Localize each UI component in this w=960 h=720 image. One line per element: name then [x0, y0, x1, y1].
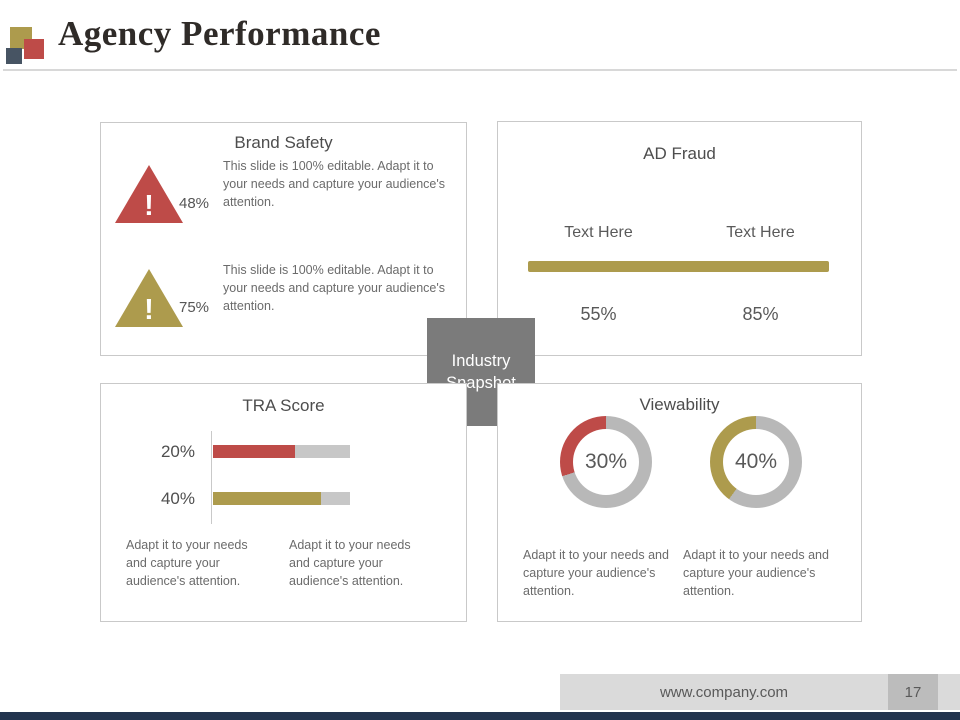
panel-ad-fraud: AD Fraud Text Here Text Here 55% 85% — [497, 121, 862, 356]
ad-fraud-bar — [528, 261, 829, 272]
tra-score-caption: Adapt it to your needs and capture your … — [289, 538, 411, 589]
tra-score-title: TRA Score — [242, 396, 325, 415]
logo-square-red — [24, 39, 44, 59]
brand-safety-text: This slide is 100% editable. Adapt it to… — [223, 263, 445, 314]
warning-triangle-icon: ! — [115, 165, 183, 223]
tra-score-caption: Adapt it to your needs and capture your … — [126, 538, 248, 589]
brand-safety-percent: 75% — [179, 299, 210, 316]
ad-fraud-title: AD Fraud — [643, 144, 716, 163]
exclamation-glyph: ! — [144, 190, 154, 222]
panel-viewability: Viewability 30% 40% Adapt it to your nee… — [497, 383, 862, 622]
ad-fraud-value: 85% — [742, 304, 779, 324]
tra-score-bar-track — [213, 445, 350, 458]
tra-score-bar-label: 40% — [160, 489, 195, 508]
page-number: 17 — [888, 674, 938, 710]
warning-triangle-icon: ! — [115, 269, 183, 327]
tra-score-axis — [211, 431, 212, 524]
footer-url: www.company.com — [659, 683, 789, 701]
ad-fraud-column-label: Text Here — [726, 224, 795, 241]
tra-score-bar-track — [213, 492, 350, 505]
exclamation-glyph: ! — [144, 294, 154, 326]
brand-safety-text: This slide is 100% editable. Adapt it to… — [223, 159, 445, 210]
tra-score-bar-fill — [213, 492, 322, 505]
panel-brand-safety: Brand Safety ! 48% This slide is 100% ed… — [100, 122, 467, 356]
ad-fraud-column-label: Text Here — [564, 224, 633, 241]
donut-value: 30% — [584, 450, 628, 473]
viewability-donut-chart: 40% — [710, 416, 802, 508]
viewability-caption: Adapt it to your needs and capture your … — [523, 548, 669, 599]
tra-score-bar-label: 20% — [160, 442, 195, 461]
title-divider — [3, 69, 957, 71]
panel-tra-score: TRA Score 20% 40% Adapt it to your needs… — [100, 383, 467, 622]
brand-safety-title: Brand Safety — [234, 133, 333, 152]
ad-fraud-value: 55% — [580, 304, 617, 324]
viewability-caption: Adapt it to your needs and capture your … — [683, 548, 829, 599]
brand-safety-percent: 48% — [179, 195, 210, 212]
donut-value: 40% — [734, 450, 778, 473]
bottom-accent-strip — [0, 712, 960, 720]
page-title: Agency Performance — [58, 14, 381, 53]
ad-fraud-bar-fill — [528, 261, 829, 272]
tra-score-bar-fill — [213, 445, 296, 458]
logo-square-slate — [6, 48, 22, 64]
viewability-donut-chart: 30% — [560, 416, 652, 508]
viewability-title: Viewability — [639, 395, 720, 414]
